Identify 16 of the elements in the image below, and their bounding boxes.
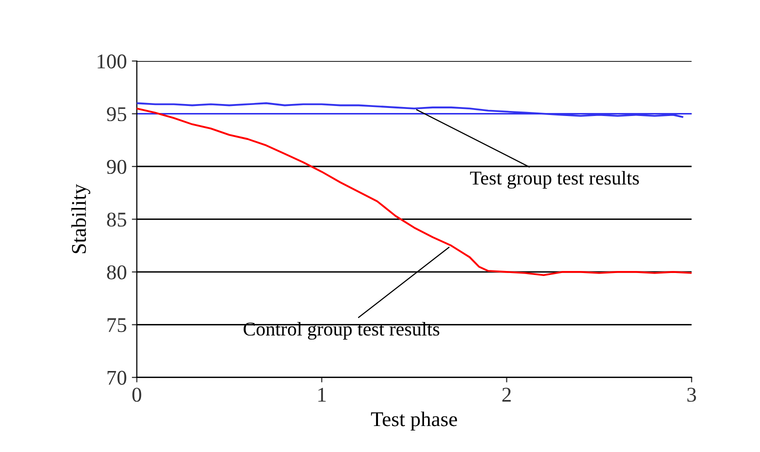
y-tick-label: 75	[108, 318, 126, 332]
y-axis-title: Stability	[71, 184, 90, 254]
y-tick-label: 80	[107, 265, 126, 280]
y-tick-label: 100	[98, 54, 126, 68]
x-tick-label: 2	[502, 388, 511, 402]
y-tick-label: 85	[107, 212, 126, 227]
line-series	[136, 108, 692, 276]
x-tick-label: 3	[687, 388, 696, 402]
y-tick-label: 95	[106, 107, 126, 122]
x-axis-title: Test phase	[371, 412, 458, 430]
y-tick-label: 90	[106, 160, 126, 174]
text: Test group test results	[470, 170, 639, 189]
x-tick-label: 0	[132, 388, 142, 402]
x-tick-label: 1	[318, 388, 326, 402]
text: Control group test results	[244, 322, 440, 340]
y-tick-label: 70	[108, 370, 126, 385]
